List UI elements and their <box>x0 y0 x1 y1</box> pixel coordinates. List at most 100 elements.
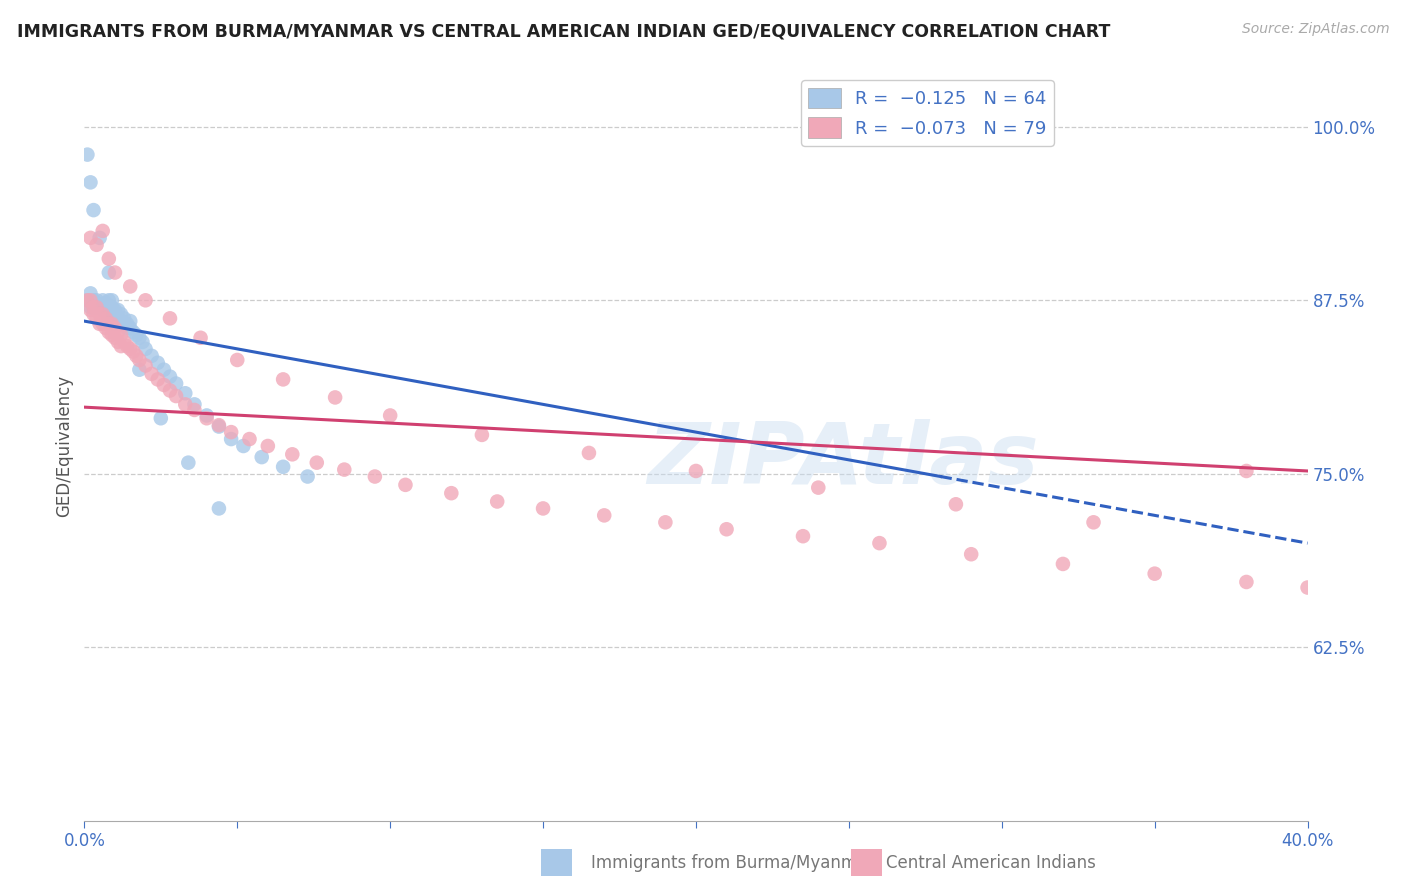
Point <box>323 391 346 405</box>
Point <box>159 311 181 326</box>
Point <box>76 293 98 308</box>
Point <box>97 293 120 308</box>
Point <box>232 439 254 453</box>
Text: Central American Indians: Central American Indians <box>886 855 1095 872</box>
Point <box>89 231 111 245</box>
Point <box>146 372 169 386</box>
Point <box>120 314 142 328</box>
Point <box>97 325 120 339</box>
Y-axis label: GED/Equivalency: GED/Equivalency <box>55 375 73 517</box>
Point <box>219 425 242 439</box>
Point <box>107 311 129 326</box>
Point <box>122 325 145 339</box>
Point <box>83 293 105 308</box>
Text: IMMIGRANTS FROM BURMA/MYANMAR VS CENTRAL AMERICAN INDIAN GED/EQUIVALENCY CORRELA: IMMIGRANTS FROM BURMA/MYANMAR VS CENTRAL… <box>17 22 1111 40</box>
Point <box>153 378 176 392</box>
Point <box>305 456 328 470</box>
Point <box>174 397 197 411</box>
Point <box>195 411 218 425</box>
Point <box>394 478 416 492</box>
Point <box>101 293 124 308</box>
Point <box>297 469 319 483</box>
Point <box>190 331 212 345</box>
Point <box>125 328 148 343</box>
Point <box>174 386 197 401</box>
Point <box>120 321 142 335</box>
Point <box>76 293 98 308</box>
Point <box>110 339 132 353</box>
Point <box>91 307 114 321</box>
Point <box>86 293 108 308</box>
Point <box>91 303 114 318</box>
Legend: R =  −0.125   N = 64, R =  −0.073   N = 79: R = −0.125 N = 64, R = −0.073 N = 79 <box>801 80 1054 145</box>
Point <box>960 547 983 561</box>
Point <box>107 303 129 318</box>
Point <box>97 300 120 314</box>
Point <box>101 317 124 331</box>
Point <box>112 317 135 331</box>
Point <box>226 353 249 368</box>
Point <box>86 311 108 326</box>
Point <box>107 325 129 339</box>
Point <box>219 432 242 446</box>
Point <box>110 328 132 343</box>
Point <box>183 403 205 417</box>
Point <box>128 353 150 368</box>
Point <box>101 307 124 321</box>
Point <box>79 300 101 314</box>
Point <box>1236 464 1258 478</box>
Point <box>107 334 129 349</box>
Text: ZIPAtlas: ZIPAtlas <box>647 419 1039 502</box>
Point <box>578 446 600 460</box>
Point <box>89 300 111 314</box>
Point <box>486 494 509 508</box>
Point <box>208 418 231 433</box>
Point <box>94 300 117 314</box>
Point <box>122 344 145 359</box>
Point <box>115 339 138 353</box>
Point <box>281 447 304 461</box>
Point <box>91 317 114 331</box>
Point <box>716 522 738 536</box>
Point <box>86 300 108 314</box>
Point <box>271 372 294 386</box>
Point <box>149 411 172 425</box>
Point <box>257 439 280 453</box>
Point <box>94 311 117 326</box>
Point <box>141 349 163 363</box>
Point <box>250 450 273 464</box>
Point <box>97 317 120 331</box>
Point <box>177 456 200 470</box>
Point <box>165 376 187 391</box>
Point <box>83 203 105 218</box>
Point <box>79 175 101 189</box>
Point <box>97 307 120 321</box>
Point <box>120 279 142 293</box>
Point <box>89 307 111 321</box>
Point <box>440 486 463 500</box>
Point <box>238 432 260 446</box>
Point <box>195 409 218 423</box>
Point <box>110 307 132 321</box>
Point <box>1236 574 1258 589</box>
Point <box>380 409 402 423</box>
Point <box>1083 516 1105 530</box>
Point <box>135 293 157 308</box>
Point <box>165 389 187 403</box>
Point <box>531 501 554 516</box>
Text: Source: ZipAtlas.com: Source: ZipAtlas.com <box>1241 22 1389 37</box>
Point <box>115 317 138 331</box>
Point <box>79 286 101 301</box>
Point <box>86 237 108 252</box>
Point <box>79 303 101 318</box>
Point <box>83 307 105 321</box>
Point <box>183 397 205 411</box>
Point <box>271 459 294 474</box>
Point <box>91 224 114 238</box>
Point <box>79 293 101 308</box>
Point <box>153 362 176 376</box>
Point <box>120 342 142 356</box>
Point <box>131 334 153 349</box>
Point <box>91 293 114 308</box>
Point <box>125 349 148 363</box>
